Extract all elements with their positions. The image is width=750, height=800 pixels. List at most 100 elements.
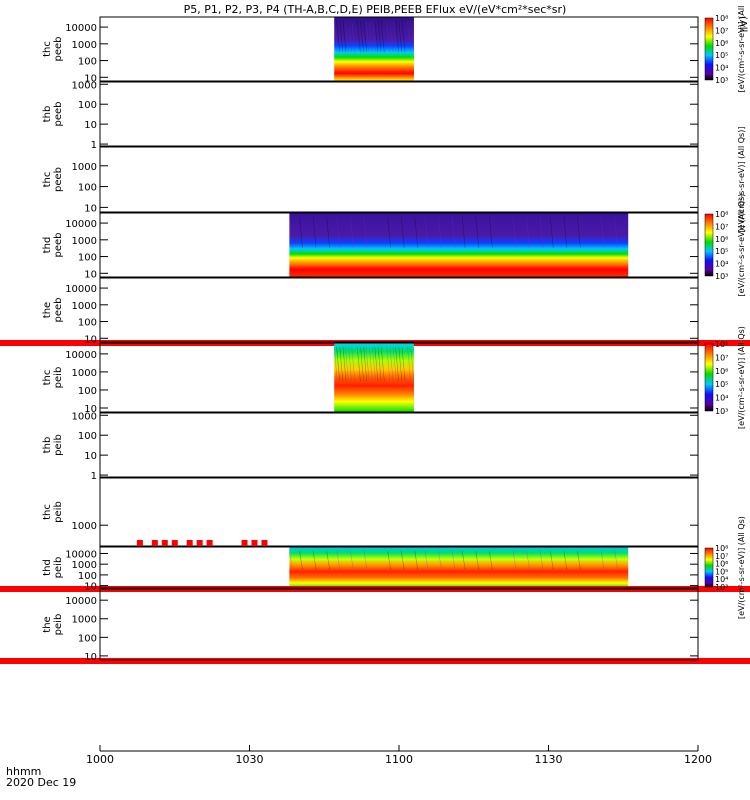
spectrogram-streak [339,346,344,381]
y-tick-label: 100 [78,571,97,582]
panel-ylabel-line: peeb [53,102,64,127]
spectrogram-streak [401,346,406,381]
spectrogram-streak [374,346,379,381]
spectrogram-streak [451,550,456,570]
y-tick-label: 10000 [65,350,97,361]
panel-ylabel-line: the [42,616,53,632]
panel-ylabel-line: peib [53,501,64,523]
panel-ylabel-line: peeb [53,233,64,258]
panel-ylabel-line: thc [42,41,53,57]
spectrogram-streak [549,216,554,249]
spectrogram-streak [336,20,340,53]
flag-block [196,540,203,546]
colorbar-tick-label: 10⁷ [715,222,728,231]
colorbar-tick-label: 10⁴ [715,575,728,584]
time-tick-label: 1100 [385,753,413,766]
spectrogram-streak [363,216,368,249]
spectrogram-streak [475,550,480,570]
y-tick-label: 10 [84,652,97,663]
panel-ylabel-line: peib [53,367,64,389]
flag-block [136,540,143,546]
spectrogram-streak [350,216,354,249]
colorbar-tick-label: 10⁷ [715,353,728,362]
panel-frame [99,277,699,343]
panel-ylabel-line: peib [53,557,64,579]
spectrogram-streak [398,346,403,381]
spectrogram-streak [410,20,415,53]
spectrogram-streak [488,216,493,249]
y-tick-label: 100 [78,386,97,397]
panel-ylabel-line: thd [42,237,53,254]
y-tick-label: 10000 [65,219,97,230]
y-tick-label: 10 [84,582,97,593]
spectrogram-streak [414,550,419,570]
spectrogram-streak [400,550,405,570]
spectrogram-streak [451,216,456,249]
colorbar-label: [eV/(cm²-s-sr-eV)] (All Qs) [737,194,746,297]
spectrogram-streak [407,20,411,53]
panel-ylabel-line: peib [53,614,64,636]
colorbar-tick-label: 10³ [715,76,728,85]
flag-block [171,540,178,546]
spectrogram-streak [342,20,347,53]
y-tick-label: 1000 [72,40,97,51]
spectrogram-streak [414,216,419,249]
spectrogram-streak [299,216,303,249]
panel-stack: 10100100010000thcpeeb10³10⁴10⁵10⁶10⁷10⁸[… [0,6,750,664]
spectrogram-streak [614,550,618,570]
panel-ylabel: thepeeb [42,298,64,323]
flag-block [251,540,258,546]
flag-block [186,540,193,546]
spectrogram-streak [326,550,330,570]
spectrogram-streak [357,20,361,53]
spectrogram-streak [336,216,341,249]
panel-frame [99,588,699,661]
y-tick-label: 100 [78,253,97,264]
spectrogram-streak [374,20,379,53]
colorbar-tick-label: 10⁴ [715,260,728,269]
panel-ylabel: thcpeeb [42,37,64,62]
spectrogram-streak [312,216,317,249]
spectrogram-streak [526,216,530,249]
spectrogram-streak [386,346,391,381]
panel-ylabel: thdpeib [42,557,64,579]
panel-ylabel: thdpeeb [42,233,64,258]
spectrogram-streak [289,550,293,570]
panel-2: 1 10 100 1000 thbpeeb [42,80,699,151]
figure-title: P5, P1, P2, P3, P4 (TH-A,B,C,D,E) PEIB,P… [184,3,567,16]
spectrogram-streak [299,550,303,570]
spectrogram-streak [526,550,530,570]
y-tick-label: 100 [78,57,97,68]
panel-ylabel-line: peeb [53,298,64,323]
spectrogram-streak [342,346,347,381]
y-tick-label: 1000 [72,236,97,247]
y-tick-label: 100 [78,318,97,329]
panel-ylabel-line: thc [42,172,53,188]
time-axis-label-date: 2020 Dec 19 [6,776,76,789]
colorbar-tick-label: 10³ [715,583,728,592]
panel-ylabel-line: thd [42,559,53,576]
spectrogram-streak [351,346,356,381]
colorbar-tick-label: 10⁵ [715,567,728,576]
y-tick-label: 1 [91,140,97,151]
flag-block [261,540,268,546]
y-tick-label: 10 [84,269,97,280]
time-tick-label: 1130 [535,753,563,766]
spectrogram-streak [377,346,382,381]
spectrogram-streak [600,550,605,570]
spectrogram-streak [461,550,466,570]
spectrogram-streak [389,346,394,381]
panel-ylabel: thbpeeb [42,102,64,127]
y-tick-label: 1000 [72,368,97,379]
spectrogram-streak [369,346,373,381]
colorbar-tick-label: 10⁴ [715,64,728,73]
colorbar [704,547,714,588]
y-tick-label: 1 [91,471,97,482]
spectrogram-streak [357,346,361,381]
colorbar-tick-label: 10⁸ [715,340,728,349]
colorbar [704,17,714,81]
y-tick-label: 1000 [72,560,97,571]
